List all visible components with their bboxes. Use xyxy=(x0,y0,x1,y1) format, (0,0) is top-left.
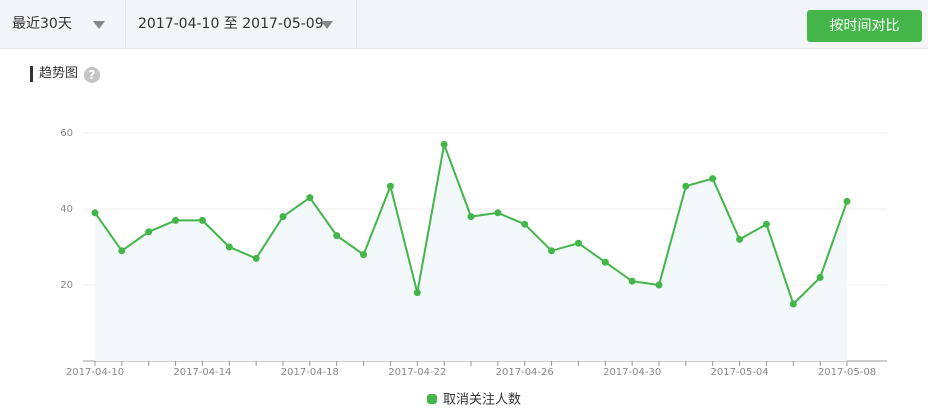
data-point xyxy=(118,247,126,255)
y-tick-label: 60 xyxy=(60,128,73,139)
date-range-select[interactable]: 2017-04-10 至 2017-05-09 xyxy=(126,0,357,48)
data-point xyxy=(198,216,206,224)
data-point xyxy=(279,213,287,221)
data-point xyxy=(333,232,341,240)
x-tick-label: 2017-05-04 xyxy=(711,367,769,378)
data-point xyxy=(682,182,690,190)
data-point xyxy=(843,197,851,205)
data-point xyxy=(709,175,717,183)
data-point xyxy=(467,213,475,221)
data-point xyxy=(574,239,582,247)
data-point xyxy=(172,216,180,224)
data-point xyxy=(225,243,233,251)
data-point xyxy=(360,251,368,259)
data-point xyxy=(386,182,394,190)
x-tick-label: 2017-04-10 xyxy=(66,367,124,378)
data-point xyxy=(521,220,529,228)
date-range-text: 2017-04-10 至 2017-05-09 xyxy=(138,16,324,32)
data-point xyxy=(306,194,314,202)
section-title: 趋势图 xyxy=(30,66,78,82)
x-tick-label: 2017-04-30 xyxy=(603,367,661,378)
data-point xyxy=(252,254,260,262)
data-point xyxy=(413,289,421,297)
help-icon[interactable]: ? xyxy=(84,67,100,83)
legend-label: 取消关注人数 xyxy=(443,393,521,408)
data-point xyxy=(91,209,99,217)
x-tick-label: 2017-04-22 xyxy=(388,367,446,378)
data-point xyxy=(736,235,744,243)
dropdown-arrow xyxy=(93,21,105,29)
period-select[interactable]: 最近30天 xyxy=(0,0,126,48)
data-point xyxy=(548,247,556,255)
data-point xyxy=(628,277,636,285)
toolbar: 最近30天 2017-04-10 至 2017-05-09 按时间对比 xyxy=(0,0,928,49)
legend-swatch xyxy=(427,394,437,404)
x-tick-label: 2017-04-14 xyxy=(173,367,231,378)
data-point xyxy=(789,300,797,308)
y-tick-label: 20 xyxy=(60,280,73,291)
y-tick-label: 40 xyxy=(60,204,73,215)
data-point xyxy=(601,258,609,266)
x-tick-label: 2017-04-18 xyxy=(281,367,339,378)
series-area xyxy=(95,144,847,361)
data-point xyxy=(440,140,448,148)
compare-button[interactable]: 按时间对比 xyxy=(807,10,922,42)
data-point xyxy=(494,209,502,217)
x-tick-label: 2017-04-26 xyxy=(496,367,554,378)
data-point xyxy=(816,273,824,281)
data-point xyxy=(145,228,153,236)
dropdown-arrow xyxy=(321,21,333,29)
data-point xyxy=(655,281,663,289)
x-tick-label: 2017-05-08 xyxy=(818,367,876,378)
data-point xyxy=(762,220,770,228)
period-text: 最近30天 xyxy=(12,16,72,32)
